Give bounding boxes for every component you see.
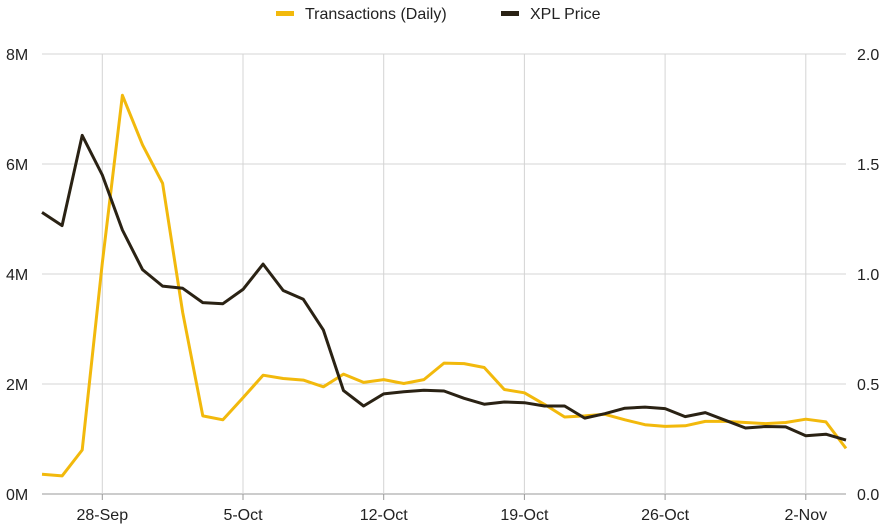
y-right-tick-label: 0.5 bbox=[857, 377, 879, 394]
x-axis: 28-Sep 5-Oct 12-Oct 19-Oct 26-Oct 2-Nov bbox=[77, 507, 828, 524]
y-right-tick-label: 2.0 bbox=[857, 47, 879, 64]
x-tick-label: 12-Oct bbox=[360, 507, 409, 524]
y-left-tick-label: 2M bbox=[6, 377, 28, 394]
series-layer bbox=[41, 93, 848, 478]
y-right-tick-label: 1.5 bbox=[857, 157, 879, 174]
x-tick-label: 2-Nov bbox=[784, 507, 827, 524]
y-right-tick-label: 1.0 bbox=[857, 267, 879, 284]
y-left-tick-label: 4M bbox=[6, 267, 28, 284]
x-tick-label: 19-Oct bbox=[500, 507, 549, 524]
y-axis-right: 0.0 0.5 1.0 1.5 2.0 bbox=[857, 47, 879, 504]
series-line-xpl-price bbox=[41, 133, 847, 442]
y-left-tick-label: 0M bbox=[6, 487, 28, 504]
x-tick-label: 26-Oct bbox=[641, 507, 690, 524]
y-left-tick-label: 8M bbox=[6, 47, 28, 64]
grid bbox=[42, 53, 846, 500]
legend-label-xpl-price: XPL Price bbox=[530, 6, 601, 23]
legend: Transactions (Daily) XPL Price bbox=[276, 6, 601, 23]
series-line-transactions-daily bbox=[41, 93, 848, 478]
y-left-tick-label: 6M bbox=[6, 157, 28, 174]
legend-swatch-transactions bbox=[276, 11, 294, 16]
legend-swatch-xpl-price bbox=[501, 11, 519, 16]
x-tick-label: 5-Oct bbox=[223, 507, 263, 524]
y-right-tick-label: 0.0 bbox=[857, 487, 879, 504]
x-tick-label: 28-Sep bbox=[77, 507, 129, 524]
y-axis-left: 0M 2M 4M 6M 8M bbox=[6, 47, 28, 504]
legend-label-transactions: Transactions (Daily) bbox=[305, 6, 447, 23]
